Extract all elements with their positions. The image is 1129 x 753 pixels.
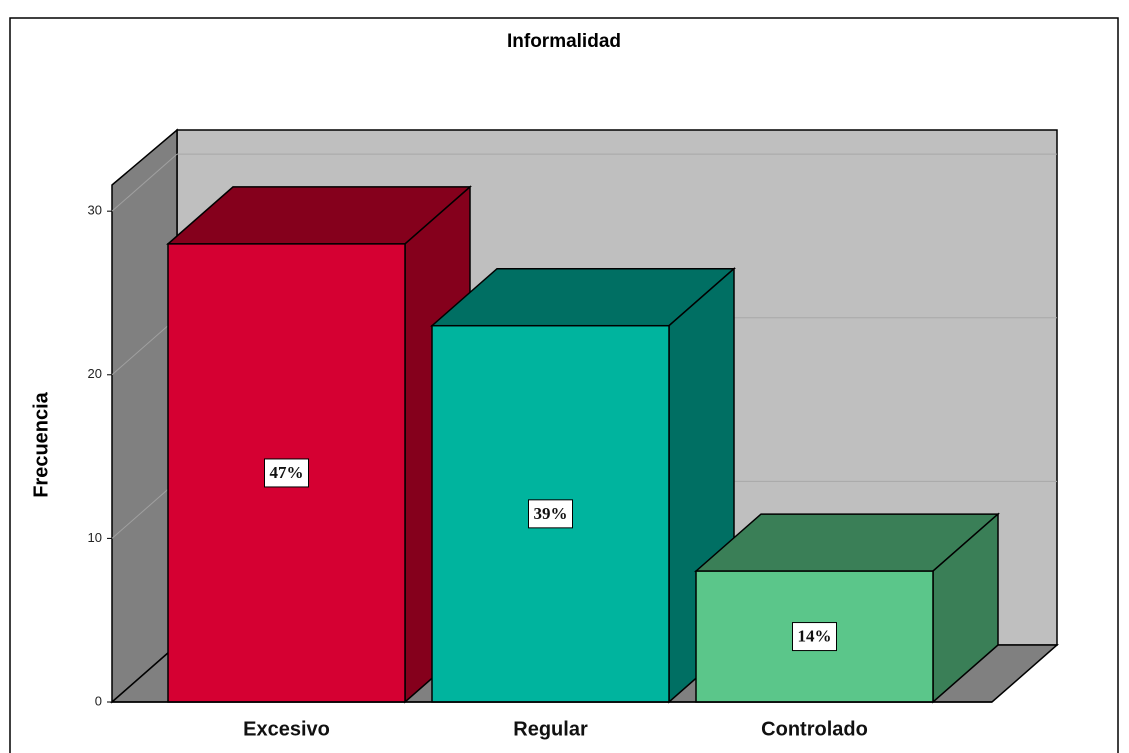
chart-title: Informalidad: [507, 31, 621, 52]
data-label-box: [264, 458, 309, 488]
y-tick-label: 20: [88, 366, 102, 381]
x-tick-label: Excesivo: [243, 718, 330, 740]
x-tick-label: Controlado: [761, 718, 868, 740]
data-label: 39%: [534, 504, 568, 523]
y-axis-label: Frecuencia: [30, 391, 52, 497]
y-tick-label: 10: [88, 530, 102, 545]
y-tick-label: 0: [95, 693, 102, 708]
grid-line: [111, 317, 178, 376]
data-label: 47%: [270, 463, 304, 482]
data-label-box: [528, 499, 573, 529]
x-tick-label: Regular: [513, 718, 588, 740]
frame: [9, 17, 1119, 753]
grid-line: [111, 481, 178, 539]
data-label: 14%: [798, 626, 832, 645]
data-label-box: [792, 622, 837, 652]
grid-line: [111, 153, 178, 212]
y-tick-label: 30: [88, 203, 102, 218]
